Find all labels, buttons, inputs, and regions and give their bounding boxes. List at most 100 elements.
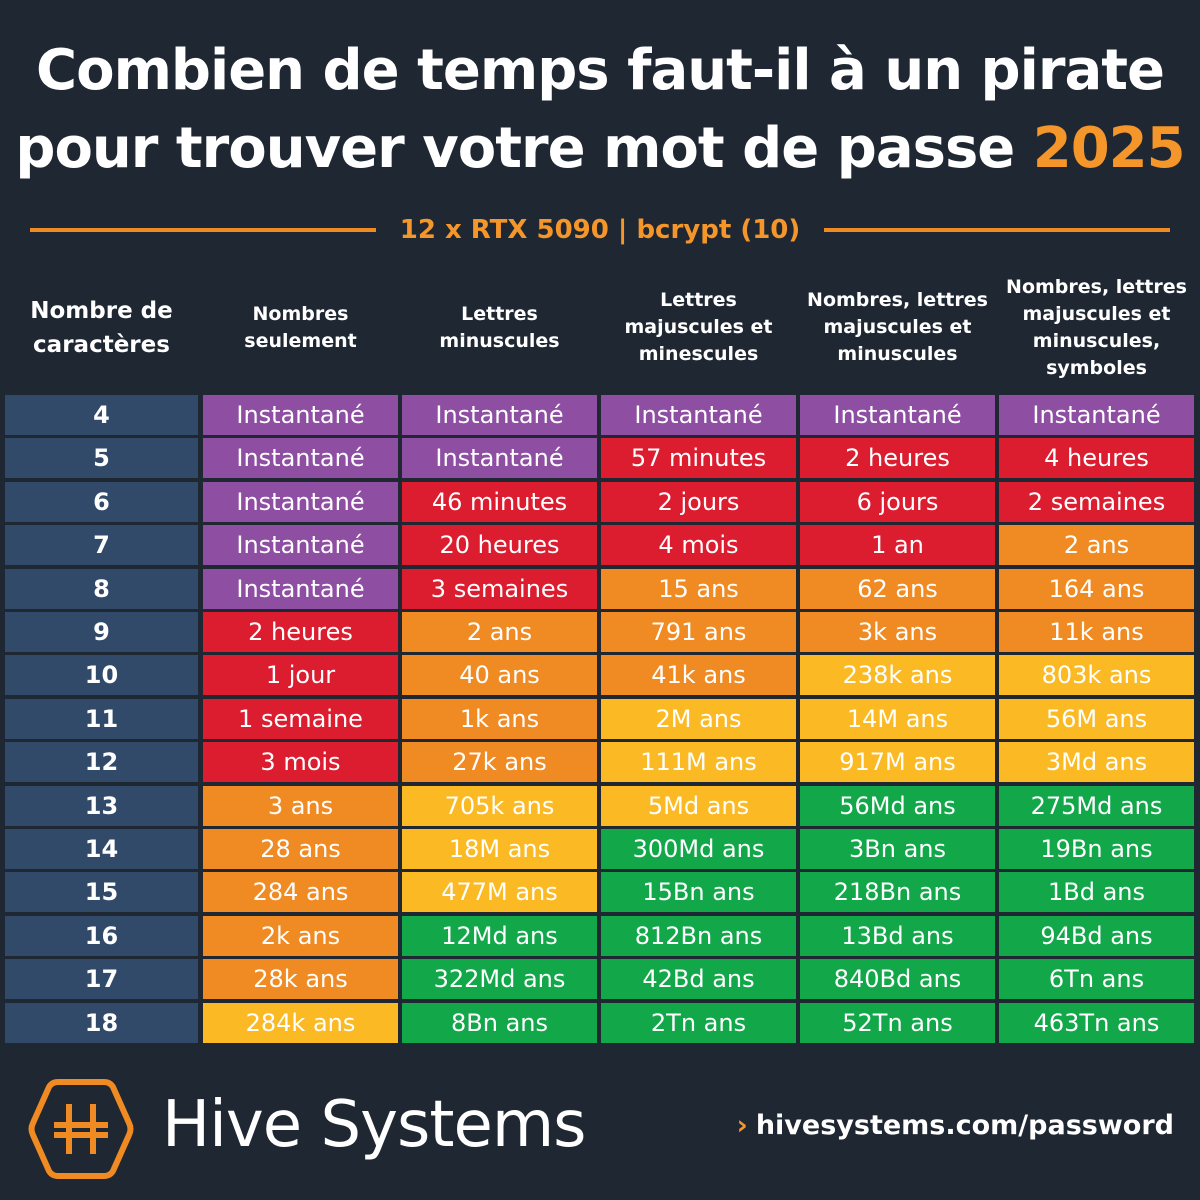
time-cell: 52Tn ans (800, 1002, 995, 1043)
time-cell: Instantané (601, 395, 796, 435)
time-cell: 812Bn ans (601, 915, 796, 956)
time-cell: Instantané (999, 395, 1194, 435)
title-line-1: Combien de temps faut-il à un pirate (36, 38, 1165, 103)
time-cell: Instantané (402, 395, 597, 435)
time-cell: 275Md ans (999, 785, 1194, 826)
time-cell: 477M ans (402, 872, 597, 913)
time-cell: 300Md ans (601, 829, 796, 869)
time-cell: 1Bd ans (999, 872, 1194, 913)
time-cell: 4 heures (999, 438, 1194, 479)
title-year: 2025 (1032, 116, 1186, 181)
row-char-count: 8 (5, 568, 198, 609)
page-title: Combien de temps faut-il à un pirate pou… (0, 32, 1200, 188)
time-cell: 705k ans (402, 785, 597, 826)
website-url: hivesystems.com/password (755, 1110, 1174, 1141)
time-cell: 8Bn ans (402, 1002, 597, 1043)
time-cell: 94Bd ans (999, 915, 1194, 956)
row-char-count: 18 (5, 1002, 198, 1043)
time-cell: 164 ans (999, 568, 1194, 609)
time-cell: 15 ans (601, 568, 796, 609)
subtitle-row: 12 x RTX 5090 | bcrypt (10) (30, 210, 1171, 250)
time-cell: 18M ans (402, 829, 597, 869)
row-char-count: 17 (5, 959, 198, 1000)
time-cell: 12Md ans (402, 915, 597, 956)
time-cell: 4 mois (601, 525, 796, 566)
row-char-count: 12 (5, 742, 198, 783)
row-char-count: 7 (5, 525, 198, 566)
time-cell: Instantané (402, 438, 597, 479)
time-cell: Instantané (203, 481, 398, 522)
row-char-count: 13 (5, 785, 198, 826)
time-cell: 238k ans (800, 655, 995, 696)
time-cell: 803k ans (999, 655, 1194, 696)
row-char-count: 10 (5, 655, 198, 696)
title-line-2-wrap: pour trouver votre mot de passe 2025 (0, 110, 1200, 188)
time-cell: 2M ans (601, 698, 796, 739)
time-cell: 28 ans (203, 829, 398, 869)
time-cell: 62 ans (800, 568, 995, 609)
column-header: Nombre de caractères (30, 297, 173, 358)
row-char-count: 5 (5, 438, 198, 479)
time-cell: 2k ans (203, 915, 398, 956)
time-cell: 6 jours (800, 481, 995, 522)
time-cell: 20 heures (402, 525, 597, 566)
column-header: Lettres minuscules (439, 302, 560, 352)
chevron-right-icon: › (736, 1110, 748, 1141)
time-cell: 6Tn ans (999, 959, 1194, 1000)
time-cell: 41k ans (601, 655, 796, 696)
time-cell: 1 jour (203, 655, 398, 696)
time-cell: 2Tn ans (601, 1002, 796, 1043)
brand-name: Hive Systems (162, 1088, 586, 1162)
row-char-count: 6 (5, 481, 198, 522)
time-cell: 2 ans (402, 612, 597, 652)
time-cell: 3Bn ans (800, 829, 995, 869)
time-cell: 3k ans (800, 612, 995, 652)
row-char-count: 4 (5, 395, 198, 435)
time-cell: 2 semaines (999, 481, 1194, 522)
column-header: Nombres seulement (244, 302, 357, 352)
time-cell: 2 heures (800, 438, 995, 479)
time-cell: 3 mois (203, 742, 398, 783)
time-cell: Instantané (800, 395, 995, 435)
time-cell: 56M ans (999, 698, 1194, 739)
time-cell: 11k ans (999, 612, 1194, 652)
time-cell: Instantané (203, 395, 398, 435)
time-cell: 1 semaine (203, 698, 398, 739)
time-cell: 19Bn ans (999, 829, 1194, 869)
time-cell: 5Md ans (601, 785, 796, 826)
time-cell: 42Bd ans (601, 959, 796, 1000)
time-cell: 111M ans (601, 742, 796, 783)
row-char-count: 11 (5, 698, 198, 739)
row-char-count: 15 (5, 872, 198, 913)
time-cell: 2 ans (999, 525, 1194, 566)
time-cell: 3 semaines (402, 568, 597, 609)
time-cell: 3Md ans (999, 742, 1194, 783)
time-cell: 57 minutes (601, 438, 796, 479)
row-char-count: 9 (5, 612, 198, 652)
time-cell: 46 minutes (402, 481, 597, 522)
time-cell: 917M ans (800, 742, 995, 783)
time-cell: Instantané (203, 438, 398, 479)
column-header: Nombres, lettres majuscules et minuscule… (807, 289, 988, 365)
time-cell: 1k ans (402, 698, 597, 739)
hive-hexagon-logo-icon (28, 1079, 134, 1179)
time-cell: 14M ans (800, 698, 995, 739)
divider-right (824, 228, 1171, 232)
time-cell: 56Md ans (800, 785, 995, 826)
time-cell: 40 ans (402, 655, 597, 696)
time-cell: 28k ans (203, 959, 398, 1000)
title-line-2: pour trouver votre mot de passe (15, 116, 1015, 181)
time-cell: 791 ans (601, 612, 796, 652)
time-cell: 2 jours (601, 481, 796, 522)
time-cell: 3 ans (203, 785, 398, 826)
subtitle: 12 x RTX 5090 | bcrypt (10) (399, 215, 801, 245)
time-cell: Instantané (203, 568, 398, 609)
time-cell: 2 heures (203, 612, 398, 652)
time-cell: 27k ans (402, 742, 597, 783)
website-link[interactable]: › hivesystems.com/password (737, 1110, 1174, 1141)
time-cell: 840Bd ans (800, 959, 995, 1000)
time-cell: 322Md ans (402, 959, 597, 1000)
column-header: Lettres majuscules et minescules (624, 289, 773, 365)
divider-left (30, 228, 376, 232)
time-cell: 218Bn ans (800, 872, 995, 913)
